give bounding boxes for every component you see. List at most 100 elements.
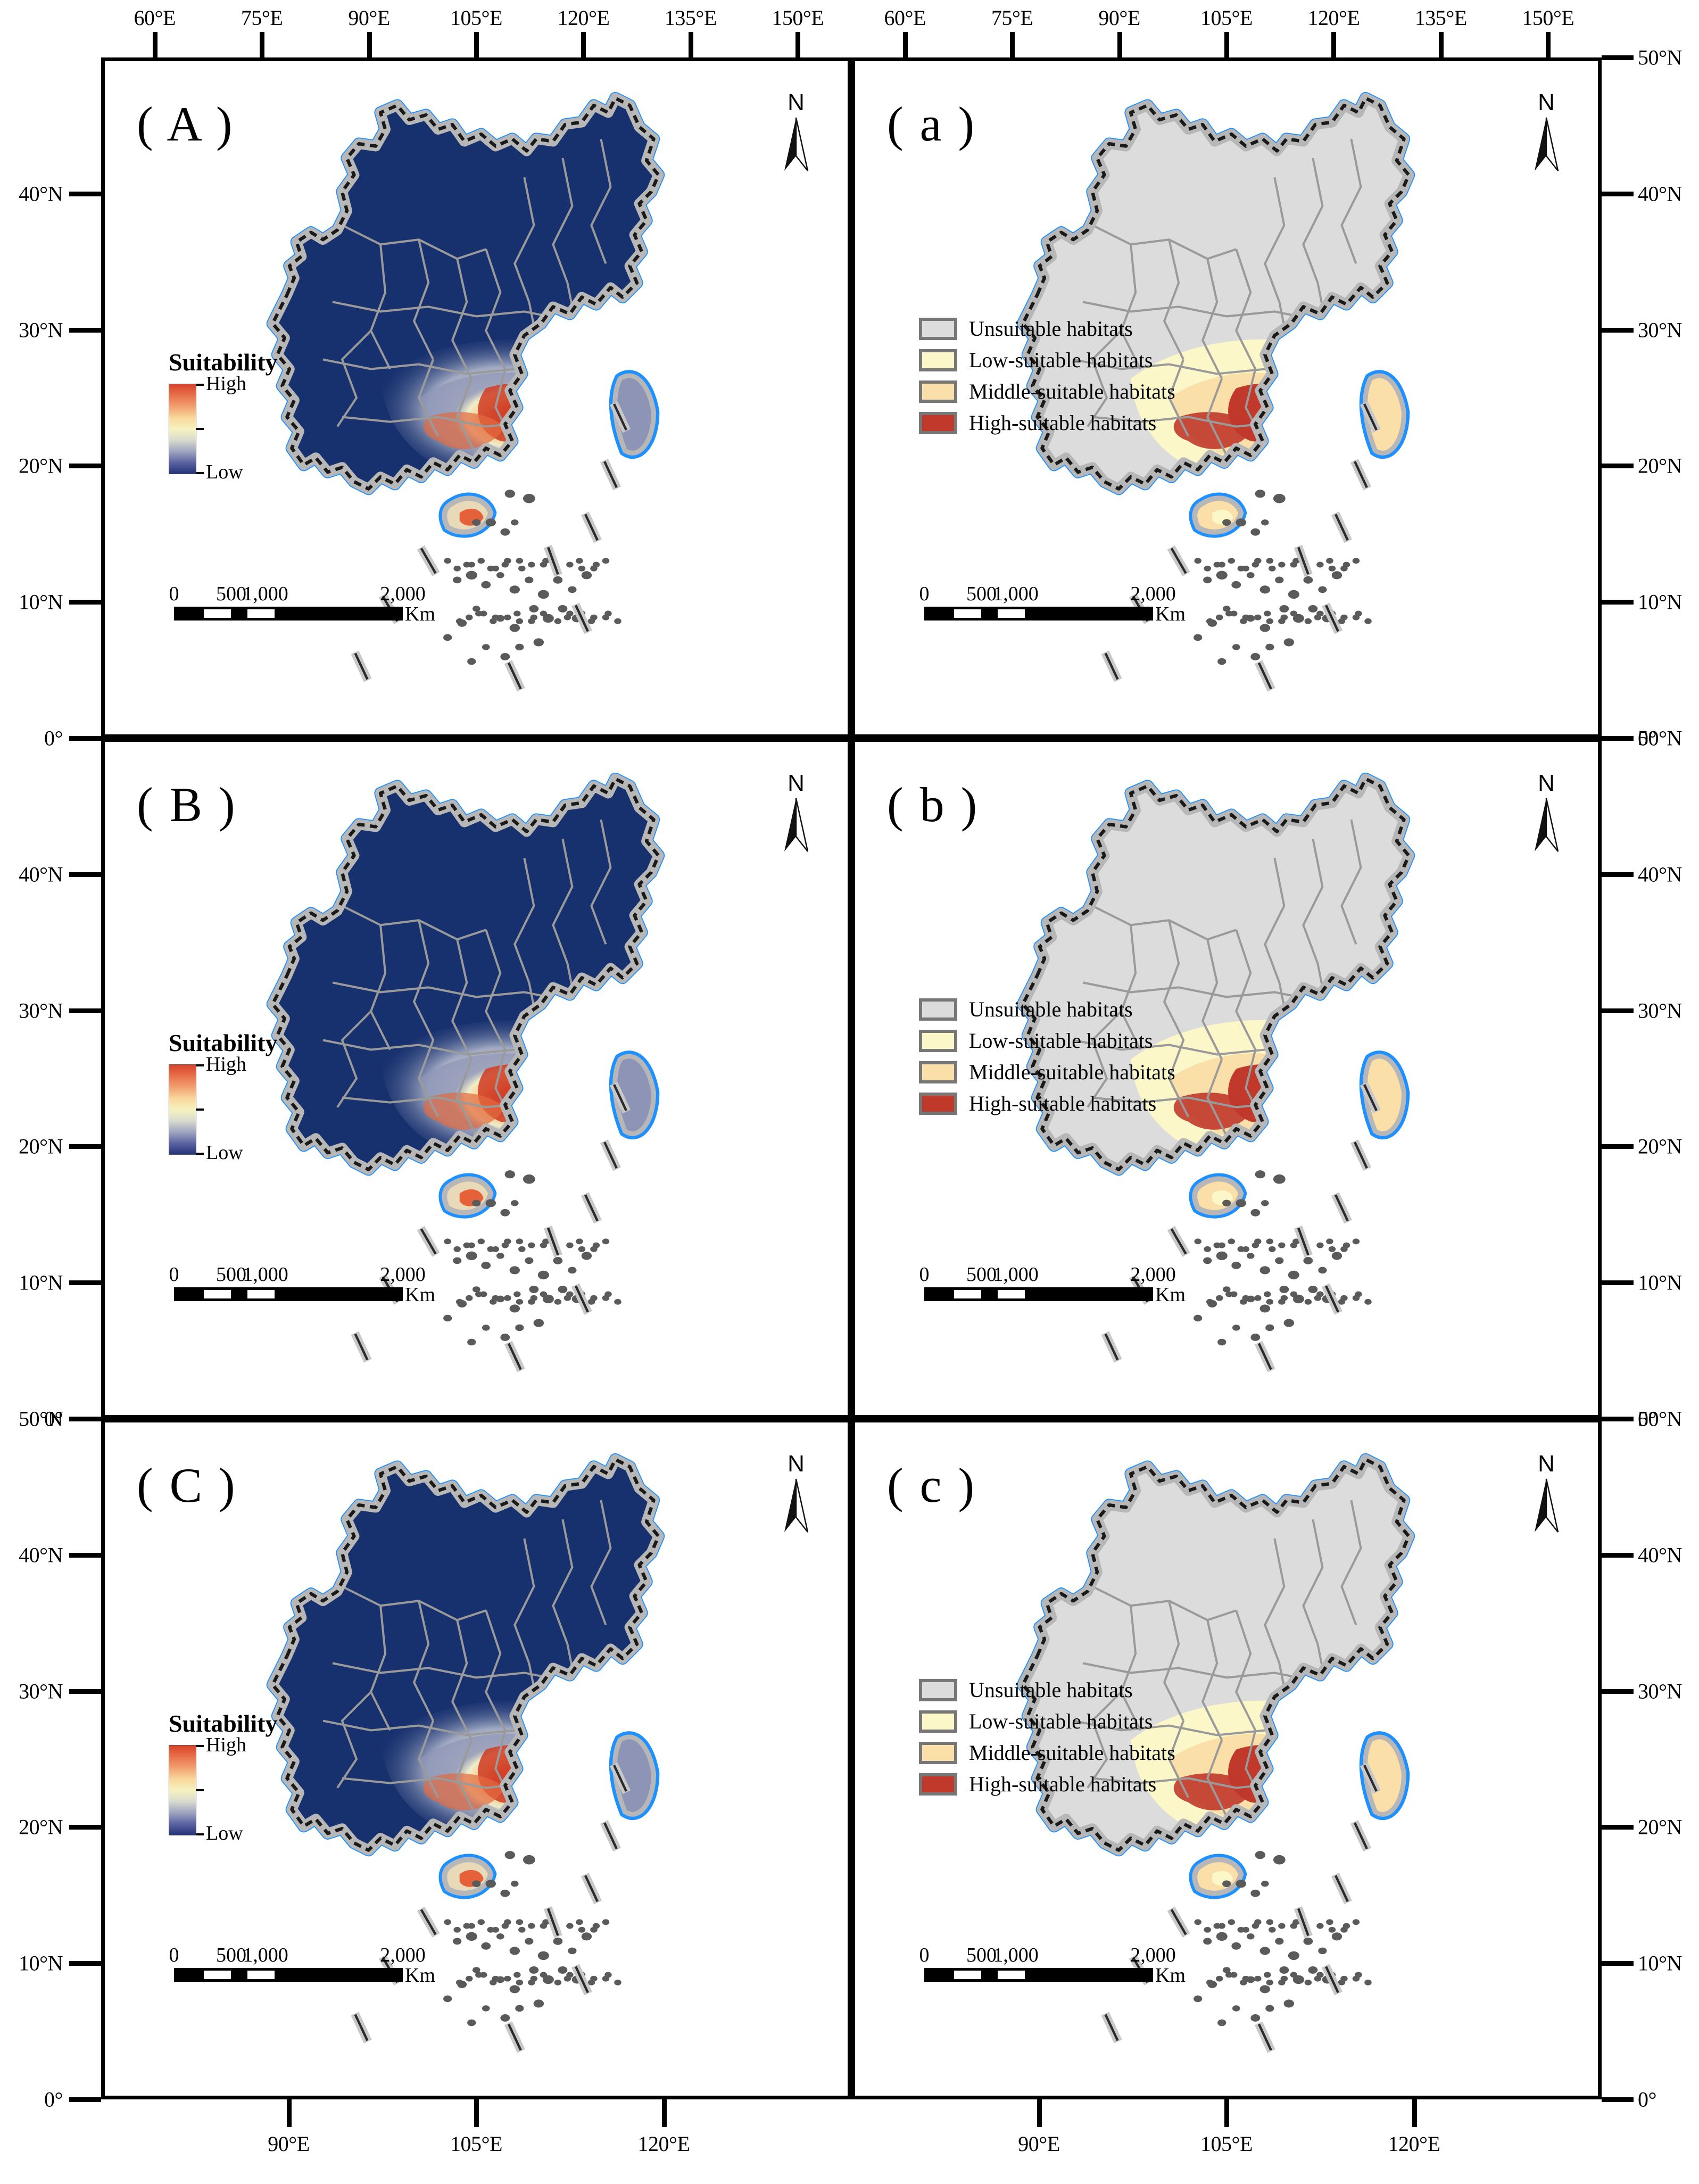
habitat-legend-item[interactable]: Unsuitable habitats <box>919 1677 1175 1702</box>
scale-bar-tick: 1,000 <box>993 1263 1039 1286</box>
map-canvas-b <box>855 742 1598 1415</box>
axis-label-left: 10°N <box>19 590 63 614</box>
habitat-legend-label: High-suitable habitats <box>969 411 1157 435</box>
scale-bar-tick: 0 <box>169 583 179 605</box>
suitability-legend: Suitability High Low <box>169 1029 278 1164</box>
habitat-legend-label: Middle-suitable habitats <box>969 379 1175 403</box>
scale-bar-tick: 2,000 <box>1130 583 1176 605</box>
axis-label-top: 90°E <box>1098 6 1140 30</box>
habitat-legend-item[interactable]: Middle-suitable habitats <box>919 1740 1175 1765</box>
map-panel-b[interactable]: ( b ) N 0 500 1,000 2,000 Km Unsuitable habitat… <box>851 738 1602 1419</box>
axis-tick-top <box>260 32 265 57</box>
panel-label-B: ( B ) <box>137 777 237 832</box>
map-panel-c[interactable]: ( c ) N 0 500 1,000 2,000 Km Unsuitable habitat… <box>851 1419 1602 2099</box>
habitat-legend-item[interactable]: Unsuitable habitats <box>919 997 1175 1022</box>
suitability-legend-high: High <box>206 1734 246 1756</box>
habitat-legend-item[interactable]: High-suitable habitats <box>919 410 1175 435</box>
axis-label-right: 30°N <box>1638 318 1682 342</box>
china-map-shape <box>150 1443 803 2075</box>
axis-label-top: 60°E <box>884 6 926 30</box>
scale-bar-tick: 2,000 <box>380 1944 426 1966</box>
map-panel-C[interactable]: ( C ) N 0 500 1,000 2,000 Km Suitability High Low <box>101 1419 851 2099</box>
habitat-legend-item[interactable]: Unsuitable habitats <box>919 316 1175 341</box>
suitability-legend-tick <box>196 1153 204 1155</box>
axis-label-bottom: 120°E <box>1388 2132 1440 2156</box>
suitability-legend-tick <box>196 428 204 430</box>
axis-label-right: 30°N <box>1638 998 1682 1023</box>
suitability-legend-tick <box>196 384 204 386</box>
scale-bar: 0 500 1,000 2,000 Km <box>919 582 1186 625</box>
panel-label-A: ( A ) <box>137 97 235 151</box>
axis-tick-right <box>1602 600 1634 605</box>
axis-tick-left <box>69 1008 101 1013</box>
axis-tick-right <box>1602 1961 1634 1966</box>
axis-label-right: 10°N <box>1638 1951 1682 1975</box>
scale-bar-tick: 1,000 <box>243 1263 288 1286</box>
north-arrow-icon <box>784 1478 809 1533</box>
habitat-legend-item[interactable]: Low-suitable habitats <box>919 348 1175 373</box>
axis-label-right: 30°N <box>1638 1679 1682 1703</box>
axis-label-bottom: 105°E <box>450 2132 502 2156</box>
habitat-legend-item[interactable]: High-suitable habitats <box>919 1091 1175 1116</box>
axis-label-right: 40°N <box>1638 1543 1682 1567</box>
map-panel-A[interactable]: ( A ) N 0 500 1,000 2,000 Km Suitability High Low <box>101 57 851 738</box>
habitat-legend-item[interactable]: Middle-suitable habitats <box>919 1060 1175 1085</box>
map-panel-B[interactable]: ( B ) N 0 500 1,000 2,000 Km Suitability High Low <box>101 738 851 1419</box>
axis-label-top: 105°E <box>1200 6 1253 30</box>
axis-label-top: 90°E <box>348 6 390 30</box>
scale-bar-graphic <box>174 1968 403 1982</box>
suitability-legend-high: High <box>206 373 246 395</box>
map-panel-a[interactable]: ( a ) N 0 500 1,000 2,000 Km Unsuitable habitat… <box>851 57 1602 738</box>
axis-tick-left <box>69 872 101 877</box>
axis-label-left: 0° <box>44 726 63 750</box>
suitability-color-ramp <box>169 1064 196 1155</box>
habitat-legend-item[interactable]: Middle-suitable habitats <box>919 379 1175 404</box>
axis-label-left: 0° <box>44 2087 63 2112</box>
axis-tick-top <box>795 32 801 57</box>
habitat-legend-item[interactable]: High-suitable habitats <box>919 1772 1175 1797</box>
scale-bar-graphic <box>924 1968 1153 1982</box>
axis-tick-right <box>1602 2097 1634 2102</box>
axis-tick-right <box>1602 1008 1634 1013</box>
axis-tick-right <box>1602 1280 1634 1286</box>
axis-label-left: 30°N <box>19 318 63 342</box>
panel-label-a: ( a ) <box>887 97 977 151</box>
axis-label-bottom: 105°E <box>1200 2132 1253 2156</box>
habitat-legend-label: High-suitable habitats <box>969 1091 1157 1115</box>
north-arrow-icon <box>1535 117 1559 171</box>
suitability-color-ramp <box>169 1745 196 1835</box>
axis-label-left: 30°N <box>19 998 63 1023</box>
habitat-legend-swatch <box>919 411 957 434</box>
axis-label-left: 0° <box>44 1407 63 1431</box>
axis-label-bottom: 90°E <box>268 2132 310 2156</box>
north-arrow-icon <box>784 117 809 171</box>
habitat-legend-item[interactable]: Low-suitable habitats <box>919 1709 1175 1734</box>
habitat-legend-label: High-suitable habitats <box>969 1772 1157 1796</box>
scale-bar-tick: 2,000 <box>380 1263 426 1286</box>
habitat-legend-label: Low-suitable habitats <box>969 1029 1153 1053</box>
suitability-legend-title: Suitability <box>169 1029 278 1056</box>
scale-bar-unit: Km <box>405 603 435 625</box>
axis-label-right: 50°N <box>1638 1407 1682 1431</box>
axis-label-right: 20°N <box>1638 453 1682 478</box>
scale-bar-unit: Km <box>405 1964 435 1987</box>
axis-tick-left <box>69 1280 101 1286</box>
scale-bar-graphic <box>924 1287 1153 1301</box>
axis-label-right: 10°N <box>1638 590 1682 614</box>
north-arrow: N <box>772 1452 820 1543</box>
axis-tick-right <box>1602 55 1634 60</box>
habitat-legend-label: Middle-suitable habitats <box>969 1060 1175 1084</box>
scale-bar-unit: Km <box>1155 1964 1186 1987</box>
habitat-legend-swatch <box>919 1092 957 1115</box>
axis-label-top: 75°E <box>241 6 283 30</box>
china-map-shape <box>900 762 1553 1395</box>
axis-tick-bottom <box>661 2099 667 2127</box>
axis-tick-top <box>688 32 693 57</box>
north-arrow: N <box>772 772 820 862</box>
habitat-legend-swatch <box>919 1029 957 1052</box>
scale-bar-tick: 0 <box>169 1263 179 1286</box>
axis-tick-top <box>152 32 158 57</box>
habitat-legend-label: Unsuitable habitats <box>969 1678 1133 1702</box>
habitat-legend-item[interactable]: Low-suitable habitats <box>919 1028 1175 1053</box>
